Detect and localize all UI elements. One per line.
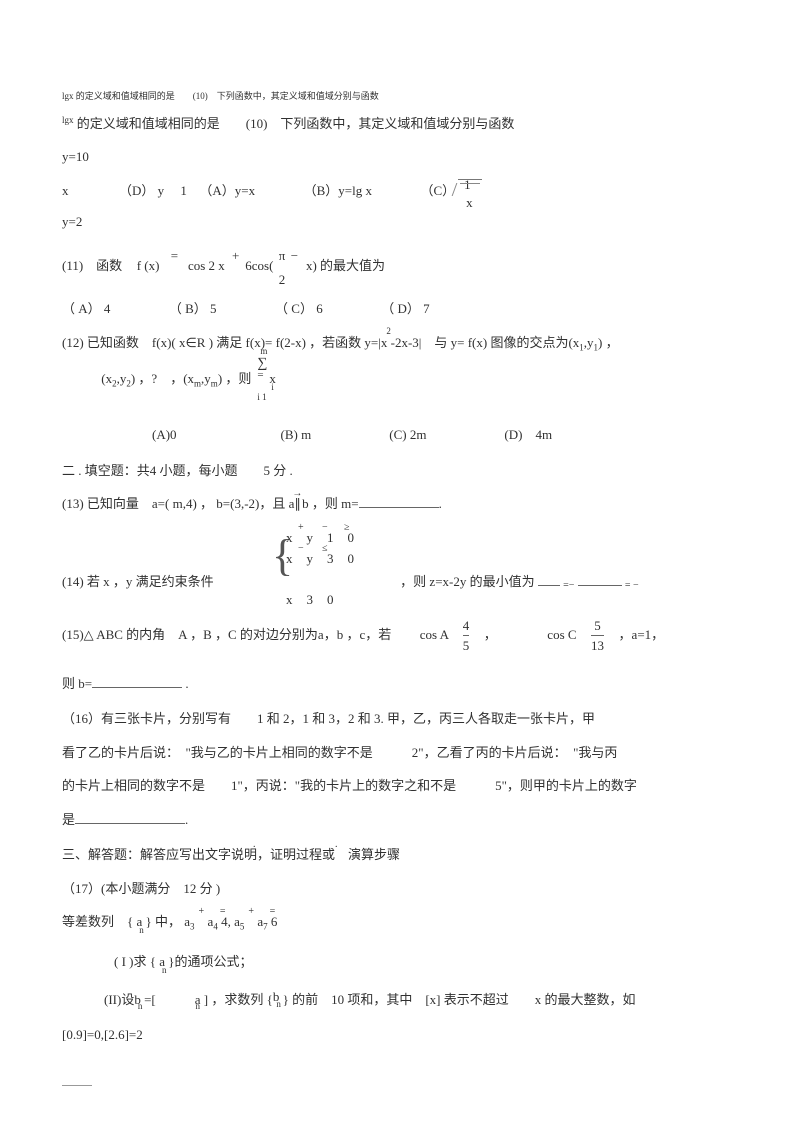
opt-c: （C）	[421, 183, 456, 198]
q17-i: ( I )求 { an }的通项公式；	[62, 952, 800, 972]
q15: (15)△ ABC 的内角 A ，B ，C 的对边分别为a，b ，c，若 cos…	[62, 616, 800, 656]
q10-part1: lgx 的定义域和值域相同的是 (10) 下列函数中，其定义域和值域分别与函数	[62, 90, 800, 110]
q16-l1: （16）有三张卡片，分别写有 1 和 2，1 和 3，2 和 3. 甲，乙，丙三…	[62, 709, 800, 729]
plus-sign: +	[232, 246, 239, 266]
blank-m	[359, 495, 439, 508]
q11-options: （ A） 4 （ B） 5 （ C） 6 （ D） 7	[62, 299, 800, 319]
blank-z1	[538, 573, 560, 586]
q16-l2: 看了乙的卡片后说： "我与乙的卡片上相同的数字不是 2"，乙看了丙的卡片后说： …	[62, 743, 800, 763]
q10-y10: y=10	[62, 147, 800, 167]
q11-label: (11) 函数	[62, 258, 122, 273]
q16-l4: 是.	[62, 810, 800, 830]
q12-line2: (x2,y2) ，? ，(xm,ym) ，则 ∑ m = x i i 1	[62, 369, 800, 391]
eq-sign: =	[171, 246, 178, 266]
q11-fx: f (x)	[137, 258, 160, 273]
frac-4-5: 45	[463, 616, 470, 656]
section3: 三、解答题：解答应写出文字说明.，证明过程或. 演算步骤	[62, 845, 800, 865]
q17-ii: (II)设bn =[ an ] ，求数列 {bn } 的前 10 项和，其中 […	[62, 990, 800, 1010]
cos2x: cos 2 x	[188, 258, 225, 273]
opt-b: （B）y=lg x	[304, 183, 372, 198]
6cos: 6cos(	[245, 258, 273, 273]
opt-x: x	[62, 183, 69, 198]
footer-rule	[62, 1085, 92, 1086]
pi: π	[279, 246, 286, 266]
sub-n1: n	[139, 924, 144, 938]
q11-tail: x) 的最大值为	[306, 258, 385, 273]
cosA: cos A	[420, 627, 449, 642]
blank-b	[92, 675, 182, 688]
q16-l3: 的卡片上相同的数字不是 1"，丙说："我的卡片上的数字之和不是 5"，则甲的卡片…	[62, 776, 800, 796]
opt-d: （D） y 1	[119, 183, 187, 198]
q17-head: （17）(本小题满分 12 分 )	[62, 879, 800, 899]
opt-a: （A）y=x	[199, 183, 255, 198]
q14-constraints: { + − ≥ xy10 − ≤ xy30 (14) 若 x ，y 满足约束条件…	[62, 528, 800, 606]
sub-an: n	[196, 1000, 201, 1014]
q17-floor: [0.9]=0,[2.6]=2	[62, 1025, 800, 1045]
q12-options: (A)0 (B) m (C) 2m (D) 4m	[62, 425, 800, 445]
cosC: cos C	[547, 627, 576, 642]
q13: (13) 已知向量 a=( m,4) ， b=(3,-2)，且 a→∥ b ，则…	[62, 494, 800, 514]
q15-b: 则 b= .	[62, 674, 800, 694]
blank-z2	[578, 573, 622, 586]
q12-line1: (12) 已知函数 f(x)( x∈R ) 满足 f(x)= f(2-x) ，若…	[62, 333, 800, 355]
q11: (11) 函数 f (x) = cos 2 x + 6cos( π − 2 x)…	[62, 256, 800, 276]
exp2: 2	[386, 325, 391, 339]
frac-5-13: 513	[591, 616, 604, 656]
sqrt-x: x	[466, 193, 473, 213]
sub-n2: n	[162, 964, 167, 978]
sub-bn2: n	[276, 998, 281, 1012]
sub-bn: n	[138, 1000, 143, 1014]
q10-part1b: lgx 的定义域和值域相同的是 (10) 下列函数中，其定义域和值域分别与函数	[62, 114, 800, 134]
minus: −	[291, 246, 298, 266]
q10-options: x （D） y 1 （A）y=x （B）y=lg x （C） 1 x	[62, 181, 800, 201]
blank-card	[75, 811, 185, 824]
denom-2: 2	[279, 270, 286, 290]
q17-seq: 等差数列 { an } 中， a3+ a4= 4, a5+ a7= 6	[62, 912, 800, 934]
q10-y2: y=2	[62, 212, 800, 232]
section2: 二 . 填空题：共4 小题，每小题 5 分 .	[62, 461, 800, 481]
q14-label: (14) 若 x ，y 满足约束条件	[62, 574, 214, 589]
